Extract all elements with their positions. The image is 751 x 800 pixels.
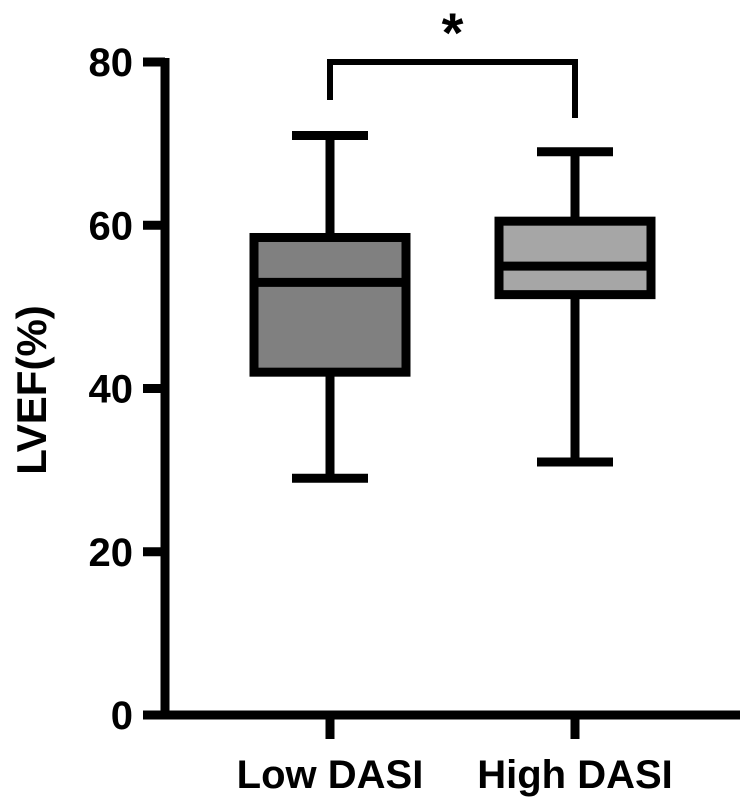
y-tick-label-0: 0 <box>111 694 133 738</box>
y-tick-label-20: 20 <box>89 531 134 575</box>
box-0 <box>249 130 411 483</box>
x-axis: Low DASI High DASI <box>160 710 740 797</box>
iqr-box-0 <box>249 232 411 377</box>
iqr-box-1 <box>494 216 656 300</box>
significance-marker: * <box>442 1 464 64</box>
y-tick-label-60: 60 <box>89 204 134 248</box>
significance-annotation: * <box>327 1 578 118</box>
x-category-label-1: High DASI <box>477 753 673 797</box>
significance-bracket <box>327 59 578 118</box>
y-tick-label-80: 80 <box>89 41 134 85</box>
boxes <box>249 130 656 483</box>
y-tick-label-40: 40 <box>89 368 134 412</box>
box-1 <box>494 147 656 467</box>
y-axis: 0 20 40 60 80 <box>89 41 170 738</box>
y-axis-title: LVEF(%) <box>8 305 55 475</box>
x-category-label-0: Low DASI <box>237 753 424 797</box>
